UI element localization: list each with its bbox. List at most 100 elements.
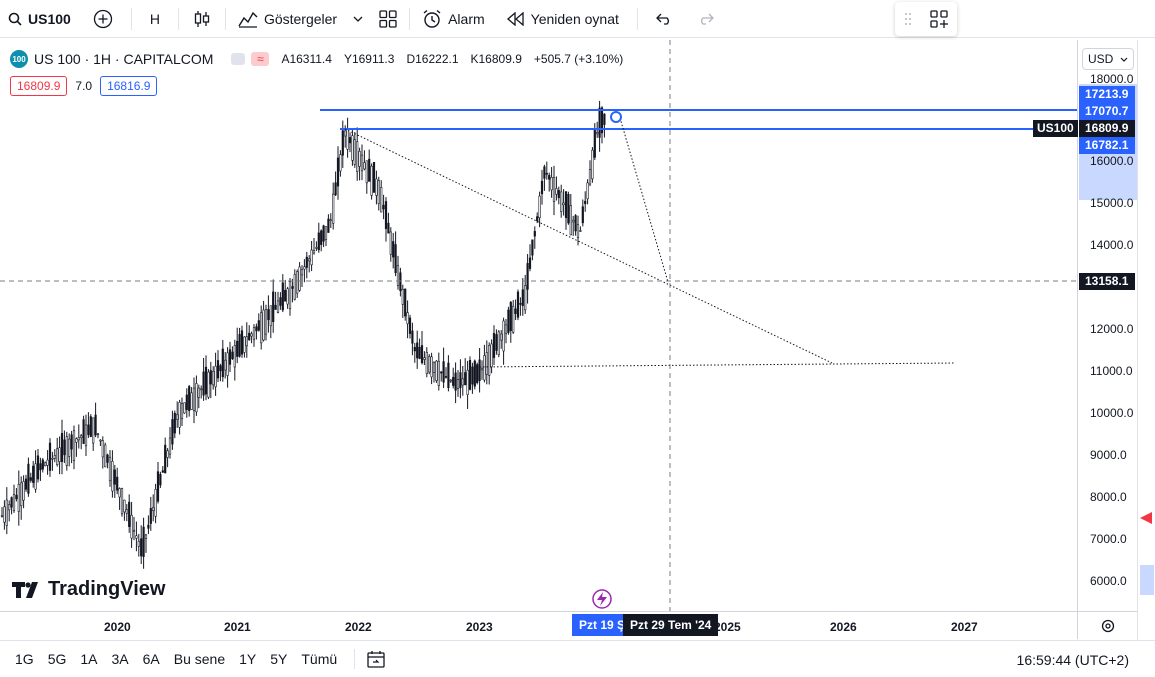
candle-body <box>476 364 479 383</box>
range-1m-button[interactable]: 1A <box>80 651 98 667</box>
symbol-search[interactable]: US100 <box>0 0 79 38</box>
candle-body <box>588 169 592 185</box>
visibility-toggle-icon[interactable] <box>231 53 246 65</box>
candle-body <box>377 180 380 204</box>
candle-body <box>495 334 498 351</box>
candle-body <box>58 447 61 462</box>
undo-button[interactable] <box>642 0 686 38</box>
range-6m-button[interactable]: 6A <box>142 651 160 667</box>
candle-body <box>344 130 347 137</box>
candle-body <box>483 355 486 381</box>
candle-body <box>591 149 594 180</box>
range-5y-button[interactable]: 5Y <box>270 651 288 667</box>
symbol-name: US100 <box>28 10 71 27</box>
candle-body <box>363 162 366 170</box>
indicators-button[interactable]: Göstergeler <box>230 0 371 38</box>
candle-body <box>288 281 292 309</box>
candle-body <box>63 439 66 456</box>
chart-type-button[interactable] <box>183 0 221 38</box>
divider <box>354 649 356 669</box>
candle-body <box>296 271 299 294</box>
candle-body <box>72 430 76 461</box>
candle-body <box>312 250 316 254</box>
candle-body <box>322 225 325 242</box>
replay-label: Yeniden oynat <box>530 10 619 27</box>
candle-body <box>440 371 443 374</box>
replay-button[interactable]: Yeniden oynat <box>493 0 627 38</box>
time-label-range-start: Pzt 19 Ş <box>572 614 624 636</box>
candle-body <box>226 352 229 376</box>
candle-body <box>492 333 496 358</box>
candle-body <box>480 367 484 371</box>
candle-body <box>44 462 47 467</box>
candle-body <box>178 401 181 428</box>
range-ytd-button[interactable]: Bu sene <box>173 651 226 667</box>
price-axis[interactable]: USD 18000.0 16000.0 15000.0 14000.0 1200… <box>1077 40 1137 611</box>
chart-pane[interactable] <box>0 40 1077 611</box>
compare-wave-icon[interactable]: ≈ <box>251 52 270 66</box>
candle-body <box>334 182 337 196</box>
candle-body <box>341 130 344 156</box>
redo-button[interactable] <box>686 0 726 38</box>
candle-body <box>250 333 253 337</box>
price-tick: 14000.0 <box>1090 238 1134 252</box>
chart-settings-button[interactable] <box>1077 611 1137 639</box>
range-1y-button[interactable]: 1Y <box>239 651 257 667</box>
candle-body <box>3 506 6 523</box>
alert-button[interactable]: Alarm <box>414 0 493 38</box>
candle-body <box>92 417 95 444</box>
layouts-button[interactable] <box>371 0 405 38</box>
range-all-button[interactable]: Tümü <box>301 651 338 667</box>
currency-select[interactable]: USD <box>1082 48 1134 70</box>
trend-line-dotted[interactable] <box>344 128 833 364</box>
indicators-icon <box>238 10 258 28</box>
time-axis[interactable]: 2020 2021 2022 2023 2025 2026 2027 Pzt 1… <box>0 611 1077 639</box>
projection-line-dotted[interactable] <box>619 117 669 283</box>
candle-body <box>212 371 215 386</box>
support-line-dotted[interactable] <box>475 362 956 368</box>
add-symbol-icon <box>93 9 113 29</box>
candle-body <box>560 191 563 212</box>
candle-body <box>452 377 455 386</box>
candle-body <box>104 444 107 468</box>
redo-icon <box>698 13 714 25</box>
candle-body <box>214 365 217 388</box>
range-1d-button[interactable]: 1G <box>15 651 34 667</box>
clock-timezone[interactable]: 16:59:44 (UTC+2) <box>1016 652 1129 668</box>
symbol-price-tag: US100 <box>1033 120 1078 137</box>
candle-body <box>243 336 246 353</box>
candle-body <box>130 514 133 539</box>
candle-body <box>435 360 438 381</box>
candle-body <box>408 317 412 334</box>
goto-date-button[interactable] <box>367 650 385 668</box>
interval-label: H <box>149 10 160 27</box>
candle-body <box>94 414 97 436</box>
candle-body <box>142 526 145 557</box>
candle-body <box>190 392 193 410</box>
range-3m-button[interactable]: 3A <box>111 651 129 667</box>
compare-button[interactable] <box>79 0 127 38</box>
candle-body <box>183 402 186 414</box>
drag-handle-icon[interactable] <box>904 12 912 26</box>
sell-button[interactable]: 16809.9 <box>10 76 68 96</box>
legend-title[interactable]: US 100 · 1H · CAPITALCOM <box>34 51 214 67</box>
tradingview-logo[interactable]: TradingView <box>12 578 165 601</box>
drawing-anchor-handle[interactable] <box>610 111 622 123</box>
candle-body <box>281 282 284 311</box>
price-chart[interactable] <box>0 40 1077 611</box>
candle-body <box>324 226 328 240</box>
candle-body <box>286 288 289 305</box>
candle-body <box>358 150 361 167</box>
candle-body <box>576 224 580 238</box>
candle-body <box>8 504 11 511</box>
interval-button[interactable]: H <box>136 0 174 38</box>
candle-body <box>41 459 44 470</box>
candle-body <box>456 379 460 389</box>
candle-body <box>444 376 448 378</box>
divider <box>224 7 226 30</box>
buy-button[interactable]: 16816.9 <box>100 76 158 96</box>
add-widget-icon[interactable] <box>930 10 948 28</box>
candles-icon <box>193 10 211 28</box>
range-5d-button[interactable]: 5G <box>47 651 67 667</box>
candle-body <box>454 372 457 391</box>
